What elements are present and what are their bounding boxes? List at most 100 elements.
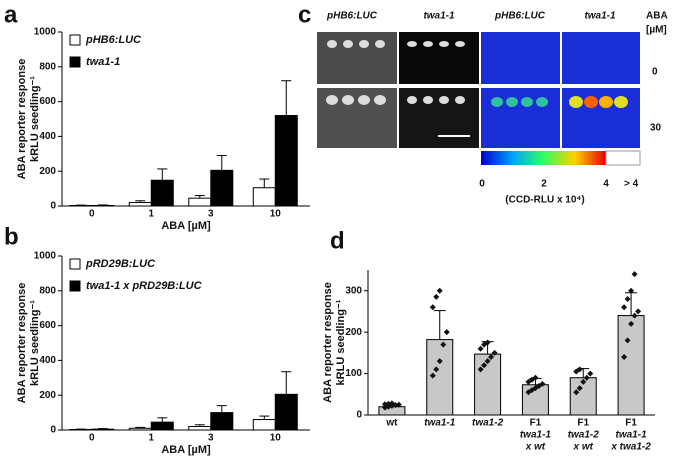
- data-point: [631, 312, 638, 319]
- x-tick-label: x twa1-2: [610, 442, 651, 453]
- data-point: [395, 401, 402, 408]
- unit-label: ABA: [646, 11, 668, 22]
- x-axis-label: ABA [µM]: [161, 220, 211, 232]
- image: [399, 32, 479, 84]
- data-point: [576, 366, 583, 373]
- x-tick-label: 1: [148, 209, 154, 220]
- column-label: pHB6:LUC: [494, 11, 546, 22]
- column-label: twa1-1: [423, 11, 455, 22]
- data-point: [580, 378, 587, 385]
- x-tick-label: twa1-1: [616, 430, 648, 441]
- image: [562, 32, 640, 84]
- image: [481, 88, 560, 148]
- y-axis-label: kRLU seedling⁻¹: [335, 299, 347, 385]
- x-tick-label: 0: [89, 433, 95, 444]
- data-point: [624, 296, 631, 302]
- data-point: [388, 400, 395, 407]
- x-tick-label: F1: [530, 418, 542, 429]
- x-tick-label: wt: [385, 418, 398, 429]
- data-point: [491, 349, 498, 356]
- legend-label: twa1-1: [86, 56, 120, 68]
- bar: [210, 169, 234, 207]
- y-tick-label: 0: [356, 410, 362, 421]
- data-point: [573, 389, 580, 396]
- y-tick-label: 800: [39, 285, 56, 296]
- bar: [274, 115, 298, 207]
- column-label: pHB6:LUC: [326, 11, 378, 22]
- panel-label: a: [4, 1, 18, 28]
- colorbar-tick: 2: [541, 179, 547, 190]
- x-tick-label: x wt: [573, 442, 594, 453]
- bar: [150, 421, 174, 431]
- bar: [252, 419, 276, 431]
- x-tick-label: twa1-2: [568, 430, 600, 441]
- colorbar-tick: 0: [479, 179, 485, 190]
- y-tick-label: 200: [39, 166, 56, 177]
- seedlings: [326, 40, 465, 105]
- bar: [188, 197, 212, 207]
- bar: [252, 187, 276, 207]
- x-axis-label: ABA [µM]: [161, 444, 211, 456]
- data-point: [621, 304, 628, 311]
- y-tick-label: 0: [50, 201, 56, 212]
- column-label: twa1-1: [584, 11, 616, 22]
- bar: [128, 427, 152, 431]
- colorbar-tick: 4: [603, 179, 609, 190]
- unit-label: [µM]: [646, 25, 667, 36]
- data-point: [436, 358, 443, 365]
- x-tick-label: twa1-2: [472, 418, 504, 429]
- row-label: 0: [652, 67, 658, 78]
- data-point: [628, 320, 635, 327]
- y-axis-label: ABA reporter response: [322, 282, 334, 403]
- data-point: [385, 400, 392, 407]
- bar: [188, 426, 212, 431]
- data-point: [488, 354, 495, 360]
- x-tick-label: 3: [208, 433, 214, 444]
- y-tick-label: 200: [345, 327, 362, 338]
- panel-label: c: [298, 1, 311, 28]
- legend-label: twa1-1 x pRD29B:LUC: [86, 280, 203, 292]
- signal: [491, 96, 628, 108]
- colorbar: [481, 151, 606, 165]
- x-tick-label: twa1-1: [424, 418, 456, 429]
- y-tick-label: 100: [345, 368, 362, 379]
- data-point: [484, 358, 491, 365]
- data-point: [436, 287, 443, 294]
- x-tick-label: x wt: [525, 442, 546, 453]
- x-tick-label: 3: [208, 209, 214, 220]
- y-tick-label: 600: [39, 320, 56, 331]
- y-tick-label: 300: [345, 285, 362, 296]
- y-tick-label: 0: [50, 425, 56, 436]
- y-tick-label: 400: [39, 355, 56, 366]
- colorbar-over-label: > 4: [624, 179, 639, 190]
- data-point: [381, 401, 388, 408]
- y-tick-label: 1000: [34, 251, 57, 262]
- colorbar-over: [605, 150, 641, 166]
- data-point: [539, 380, 546, 387]
- bar: [91, 428, 115, 431]
- y-tick-label: 200: [39, 390, 56, 401]
- legend-swatch: [69, 258, 81, 270]
- data-point: [429, 304, 436, 311]
- bar: [426, 339, 454, 416]
- panel-label: d: [330, 227, 345, 254]
- x-tick-label: 10: [270, 433, 282, 444]
- bar: [569, 377, 597, 416]
- bar: [210, 412, 234, 431]
- data-point: [440, 341, 447, 348]
- bar: [128, 202, 152, 207]
- legend-swatch: [69, 34, 81, 46]
- bar: [150, 179, 174, 207]
- data-point: [628, 287, 635, 294]
- x-tick-label: F1: [577, 418, 589, 429]
- data-point: [621, 354, 628, 360]
- data-point: [477, 366, 484, 373]
- colorbar-label: (CCD-RLU x 10⁴): [505, 195, 584, 206]
- y-axis-label: ABA reporter response: [16, 59, 28, 180]
- panel-label: b: [4, 223, 19, 250]
- y-axis-label: kRLU seedling⁻¹: [29, 76, 41, 162]
- legend-label: pHB6:LUC: [85, 34, 142, 46]
- data-point: [477, 345, 484, 352]
